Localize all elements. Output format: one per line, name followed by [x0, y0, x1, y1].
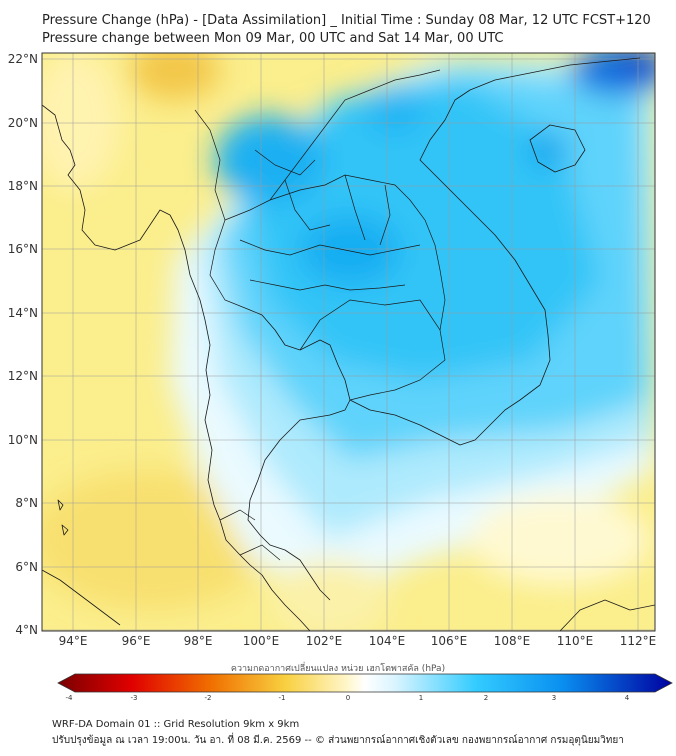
- lon-label: 100°E: [242, 634, 280, 648]
- colorbar-tick: 4: [624, 694, 630, 702]
- lat-label: 22°N: [7, 52, 38, 66]
- lat-label: 16°N: [7, 242, 38, 256]
- colorbar: [57, 673, 673, 693]
- lat-label: 8°N: [15, 496, 38, 510]
- lon-label: 94°E: [58, 634, 88, 648]
- footer-credit: ปรับปรุงข้อมูล ณ เวลา 19:00น. วัน อา. ที…: [52, 735, 624, 746]
- colorbar-tick: 2: [483, 694, 489, 702]
- lon-label: 102°E: [305, 634, 343, 648]
- colorbar-tick: 1: [418, 694, 424, 702]
- lon-label: 112°E: [619, 634, 657, 648]
- colorbar-tick: -1: [278, 694, 286, 702]
- colorbar-gradient: [57, 673, 673, 693]
- lon-label: 96°E: [121, 634, 151, 648]
- pressure-change-map: [41, 52, 656, 632]
- lon-label: 98°E: [183, 634, 213, 648]
- colorbar-tick: 3: [551, 694, 557, 702]
- lon-label: 106°E: [430, 634, 468, 648]
- map-frame: [41, 52, 656, 632]
- lon-label: 104°E: [368, 634, 406, 648]
- coastlines: [42, 57, 655, 631]
- country-borders: [194, 69, 446, 561]
- colorbar-tick: 0: [345, 694, 351, 702]
- colorbar-tick: -3: [130, 694, 138, 702]
- chart-title: Pressure Change (hPa) - [Data Assimilati…: [42, 13, 651, 28]
- lat-label: 6°N: [15, 560, 38, 574]
- colorbar-title: ความกดอากาศเปลี่ยนแปลง หน่วย เฮกโตพาสคัล…: [230, 664, 446, 674]
- lat-label: 12°N: [7, 369, 38, 383]
- lat-label: 14°N: [7, 306, 38, 320]
- lat-label: 20°N: [7, 116, 38, 130]
- lat-lon-grid: [42, 53, 655, 631]
- lat-label: 10°N: [7, 433, 38, 447]
- footer-model-info: WRF-DA Domain 01 :: Grid Resolution 9km …: [52, 719, 300, 730]
- lon-label: 110°E: [556, 634, 594, 648]
- lat-label: 18°N: [7, 179, 38, 193]
- colorbar-tick: -4: [65, 694, 73, 702]
- lat-label: 4°N: [15, 623, 38, 637]
- colorbar-tick: -2: [204, 694, 212, 702]
- lon-label: 108°E: [493, 634, 531, 648]
- pressure-field: [42, 53, 655, 631]
- chart-subtitle: Pressure change between Mon 09 Mar, 00 U…: [42, 31, 504, 46]
